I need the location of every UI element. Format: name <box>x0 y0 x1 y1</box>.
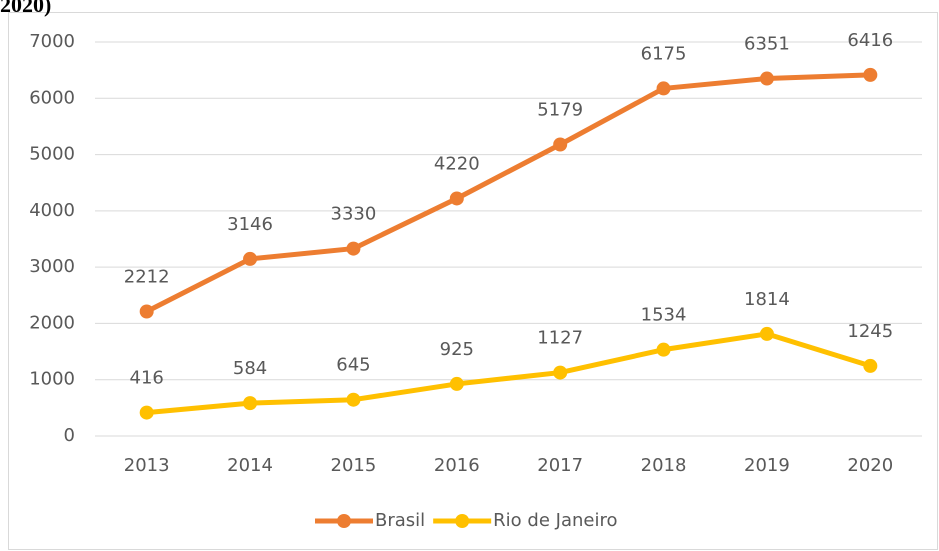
y-tick-label: 2000 <box>29 312 75 333</box>
point-marker <box>243 251 258 266</box>
point-marker <box>656 81 671 96</box>
series-line <box>145 72 871 314</box>
chart-frame <box>8 12 938 550</box>
point-marker <box>139 304 154 319</box>
point-marker <box>656 342 671 357</box>
data-label: 3330 <box>331 204 377 225</box>
data-label: 645 <box>336 355 370 376</box>
y-tick-label: 4000 <box>29 200 75 221</box>
data-label: 584 <box>233 358 267 379</box>
chart-title: 2020) <box>0 0 51 17</box>
x-tick-label: 2015 <box>331 455 377 476</box>
data-label: 6416 <box>847 30 893 51</box>
x-tick-label: 2019 <box>744 455 790 476</box>
data-label: 1534 <box>641 305 687 326</box>
x-tick-label: 2016 <box>434 455 480 476</box>
data-label: 6351 <box>744 34 790 55</box>
point-marker <box>759 71 774 86</box>
data-label: 6175 <box>641 43 687 64</box>
legend-marker <box>337 514 351 528</box>
point-marker <box>449 376 464 391</box>
point-marker <box>243 396 258 411</box>
y-tick-label: 7000 <box>29 31 75 52</box>
series-line <box>146 331 872 416</box>
point-marker <box>346 241 361 256</box>
legend-marker <box>455 514 470 528</box>
data-label: 3146 <box>227 214 273 235</box>
y-tick-label: 3000 <box>29 256 75 277</box>
point-marker <box>863 358 878 373</box>
data-label: 925 <box>440 339 474 360</box>
data-label: 5179 <box>537 99 583 120</box>
legend-label: Brasil <box>375 510 425 531</box>
point-marker <box>139 405 154 420</box>
x-tick-label: 2017 <box>537 455 583 476</box>
y-tick-label: 5000 <box>29 144 75 165</box>
x-tick-label: 2020 <box>847 455 893 476</box>
y-tick-label: 0 <box>64 425 75 446</box>
legend-label: Rio de Janeiro <box>493 510 617 531</box>
point-marker <box>759 326 774 341</box>
data-label: 1127 <box>537 328 583 349</box>
y-tick-label: 6000 <box>29 87 75 108</box>
data-label: 1245 <box>847 321 893 342</box>
y-tick-label: 1000 <box>29 369 75 390</box>
point-marker <box>449 191 464 206</box>
point-marker <box>553 365 568 380</box>
x-tick-label: 2014 <box>227 455 273 476</box>
x-tick-label: 2013 <box>124 455 170 476</box>
data-label: 416 <box>130 368 164 389</box>
x-tick-label: 2018 <box>641 455 687 476</box>
data-label: 1814 <box>744 289 790 310</box>
data-label: 2212 <box>124 266 170 287</box>
point-marker <box>863 67 878 82</box>
data-label: 4220 <box>434 153 480 174</box>
point-marker <box>553 137 568 152</box>
point-marker <box>346 392 361 407</box>
